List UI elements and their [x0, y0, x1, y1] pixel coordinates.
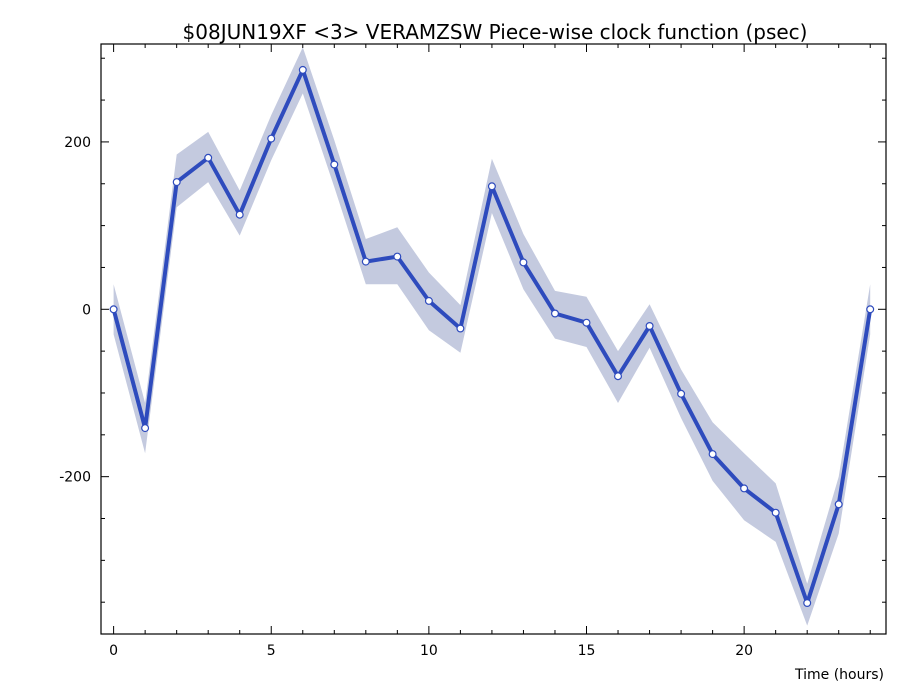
data-point	[677, 389, 686, 398]
x-tick-label: 0	[109, 643, 118, 659]
data-point	[613, 372, 622, 381]
data-point	[424, 296, 433, 305]
data-point	[141, 424, 150, 433]
uncertainty-band	[113, 47, 871, 626]
x-tick-labels: 0 5 10 15 20	[109, 643, 753, 659]
plot-frame	[100, 43, 887, 635]
data-point	[550, 309, 559, 318]
y-tick-label: 0	[82, 302, 91, 318]
x-tick-label: 20	[735, 643, 753, 659]
data-point	[267, 134, 276, 143]
x-axis-label: Time (hours)	[794, 667, 884, 683]
data-point	[393, 252, 402, 261]
uncertainty-band-layer	[113, 47, 871, 626]
axis-ticks	[101, 44, 886, 634]
data-point	[456, 324, 465, 333]
data-point	[803, 598, 812, 607]
data-point	[866, 305, 875, 314]
chart-title: $08JUN19XF <3> VERAMZSW Piece-wise clock…	[183, 20, 808, 44]
data-point	[519, 258, 528, 267]
data-point	[361, 257, 370, 266]
data-point	[204, 153, 213, 162]
data-point	[298, 65, 307, 74]
y-tick-labels: -200 0 200	[59, 135, 91, 486]
data-point	[109, 305, 118, 314]
data-point	[771, 508, 780, 517]
data-point	[235, 210, 244, 219]
data-point	[834, 500, 843, 509]
x-tick-label: 10	[420, 643, 438, 659]
y-tick-label: -200	[59, 470, 91, 486]
x-tick-label: 15	[578, 643, 596, 659]
data-point	[740, 484, 749, 493]
data-point-layer	[109, 65, 875, 607]
data-point	[582, 318, 591, 327]
data-point	[172, 178, 181, 187]
y-tick-label: 200	[64, 135, 91, 151]
data-point	[645, 322, 654, 331]
data-point	[487, 182, 496, 191]
data-point	[330, 160, 339, 169]
x-tick-label: 5	[267, 643, 276, 659]
data-point	[708, 450, 717, 459]
